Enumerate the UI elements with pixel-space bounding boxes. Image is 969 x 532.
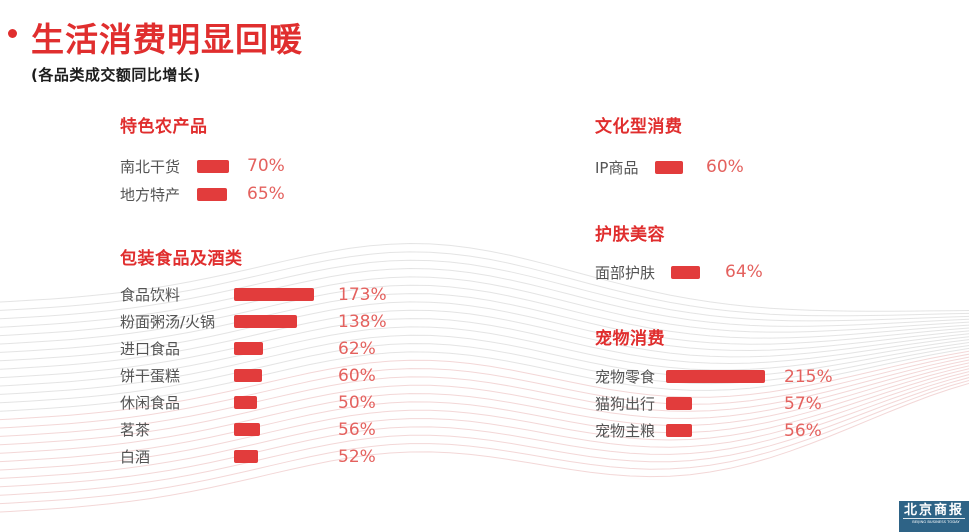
publisher-logo-en: BEIJING BUSINESS TODAY bbox=[912, 520, 960, 525]
value-label: 57% bbox=[784, 393, 822, 414]
publisher-logo-cn: 北京商报 bbox=[903, 503, 965, 519]
chart-row: 南北干货 70% bbox=[120, 152, 285, 180]
chart-row: 猫狗出行 57% bbox=[595, 390, 833, 417]
bar-cell bbox=[671, 265, 725, 279]
category-label: 白酒 bbox=[120, 448, 151, 466]
section-pet-consumption: 宠物消费 宠物零食 215% 猫狗出行 57% 宠物主粮 56% bbox=[595, 328, 833, 444]
section-rows: 宠物零食 215% 猫狗出行 57% 宠物主粮 56% bbox=[595, 363, 833, 444]
bar-cell bbox=[666, 370, 784, 383]
value-label: 138% bbox=[338, 311, 387, 332]
value-label: 60% bbox=[338, 365, 376, 386]
category-label: 地方特产 bbox=[120, 185, 181, 204]
bar-cell bbox=[197, 159, 247, 173]
section-rows: 食品饮料 173% 粉面粥汤/火锅 138% 进口食品 62% 饼干蛋糕 60% 休闲食品 50%… bbox=[120, 281, 387, 470]
value-bar bbox=[197, 159, 229, 173]
chart-row: 白酒 52% bbox=[120, 443, 387, 470]
bar-cell bbox=[197, 187, 247, 201]
chart-row: 食品饮料 173% bbox=[120, 281, 387, 308]
value-bar bbox=[197, 187, 227, 201]
chart-row: 宠物主粮 56% bbox=[595, 417, 833, 444]
bar-cell bbox=[234, 288, 338, 301]
chart-row: 茗茶 56% bbox=[120, 416, 387, 443]
bar-cell bbox=[234, 423, 338, 436]
chart-row: 宠物零食 215% bbox=[595, 363, 833, 390]
category-label: 休闲食品 bbox=[120, 394, 181, 412]
page-subtitle: (各品类成交额同比增长) bbox=[31, 66, 201, 84]
category-label: 进口食品 bbox=[120, 340, 181, 358]
category-label: 粉面粥汤/火锅 bbox=[120, 313, 216, 331]
section-packaged-food-and-alcohol: 包装食品及酒类 食品饮料 173% 粉面粥汤/火锅 138% 进口食品 62% 饼干蛋糕 60… bbox=[120, 248, 387, 470]
section-rows: 南北干货 70% 地方特产 65% bbox=[120, 152, 285, 208]
value-bar bbox=[655, 160, 683, 174]
chart-row: 面部护肤 64% bbox=[595, 258, 763, 286]
chart-row: 饼干蛋糕 60% bbox=[120, 362, 387, 389]
category-label: 南北干货 bbox=[120, 157, 181, 176]
value-label: 62% bbox=[338, 338, 376, 359]
bar-cell bbox=[234, 396, 338, 409]
value-bar bbox=[666, 424, 692, 437]
value-label: 173% bbox=[338, 284, 387, 305]
value-bar bbox=[234, 315, 297, 328]
section-heading: 特色农产品 bbox=[120, 117, 208, 137]
bar-cell bbox=[234, 315, 338, 328]
value-label: 64% bbox=[725, 262, 763, 282]
bar-cell bbox=[655, 160, 706, 174]
section-heading: 宠物消费 bbox=[595, 329, 665, 349]
value-bar bbox=[234, 288, 314, 301]
section-heading: 文化型消费 bbox=[595, 117, 683, 137]
chart-row: IP商品 60% bbox=[595, 153, 744, 181]
value-bar bbox=[234, 423, 260, 436]
value-label: 60% bbox=[706, 157, 744, 177]
page-title: 生活消费明显回暖 bbox=[31, 20, 303, 59]
value-bar bbox=[666, 370, 765, 383]
chart-row: 地方特产 65% bbox=[120, 180, 285, 208]
section-special-agricultural-products: 特色农产品 南北干货 70% 地方特产 65% bbox=[120, 116, 285, 208]
bar-cell bbox=[234, 450, 338, 463]
chart-row: 休闲食品 50% bbox=[120, 389, 387, 416]
value-bar bbox=[671, 265, 700, 279]
category-label: 饼干蛋糕 bbox=[120, 367, 181, 385]
section-heading: 护肤美容 bbox=[595, 225, 665, 245]
chart-row: 粉面粥汤/火锅 138% bbox=[120, 308, 387, 335]
value-bar bbox=[234, 369, 262, 382]
category-label: 面部护肤 bbox=[595, 263, 656, 282]
value-bar bbox=[234, 396, 257, 409]
value-bar bbox=[666, 397, 692, 410]
bar-cell bbox=[234, 342, 338, 355]
value-bar bbox=[234, 450, 258, 463]
category-label: 宠物主粮 bbox=[595, 422, 656, 440]
value-label: 70% bbox=[247, 156, 285, 176]
value-label: 56% bbox=[784, 420, 822, 441]
value-label: 65% bbox=[247, 184, 285, 204]
value-bar bbox=[234, 342, 263, 355]
section-rows: IP商品 60% bbox=[595, 153, 744, 181]
section-cultural-consumption: 文化型消费 IP商品 60% bbox=[595, 116, 744, 181]
value-label: 50% bbox=[338, 392, 376, 413]
category-label: 食品饮料 bbox=[120, 286, 181, 304]
category-label: 茗茶 bbox=[120, 421, 151, 439]
section-skincare-beauty: 护肤美容 面部护肤 64% bbox=[595, 224, 763, 286]
category-label: 猫狗出行 bbox=[595, 395, 656, 413]
section-rows: 面部护肤 64% bbox=[595, 258, 763, 286]
value-label: 56% bbox=[338, 419, 376, 440]
chart-row: 进口食品 62% bbox=[120, 335, 387, 362]
category-label: 宠物零食 bbox=[595, 368, 656, 386]
value-label: 215% bbox=[784, 366, 833, 387]
publisher-logo: 北京商报 BEIJING BUSINESS TODAY bbox=[899, 501, 969, 532]
bar-cell bbox=[666, 397, 784, 410]
title-bullet-icon bbox=[8, 29, 17, 38]
category-label: IP商品 bbox=[595, 158, 639, 177]
section-heading: 包装食品及酒类 bbox=[120, 249, 243, 269]
bar-cell bbox=[234, 369, 338, 382]
value-label: 52% bbox=[338, 446, 376, 467]
bar-cell bbox=[666, 424, 784, 437]
